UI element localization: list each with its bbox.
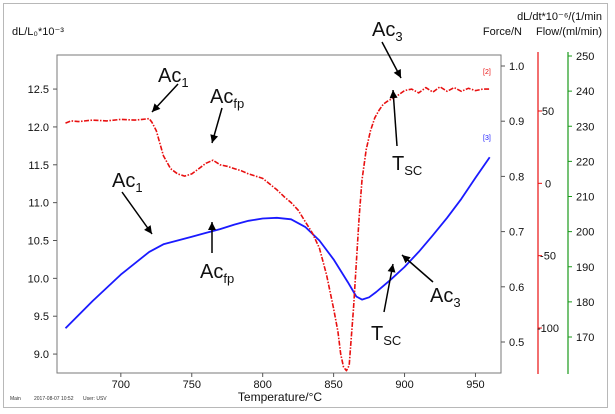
annotation-arrow-3 xyxy=(392,89,398,147)
plot-area xyxy=(56,54,502,374)
annotation-arrow-6 xyxy=(383,263,394,313)
flow-tick-label-2: 190 xyxy=(576,262,594,274)
y-axis-left-title: dL/L₀*10⁻³ xyxy=(12,26,64,38)
series-end-marker-1: [3] xyxy=(483,135,491,142)
annotation-arrowhead-0 xyxy=(152,103,161,112)
annotation-label-6: TSC xyxy=(371,323,401,348)
y-tick-label-0: 9.0 xyxy=(34,349,49,361)
annotation-label-3: TSC xyxy=(392,153,422,178)
y-axis-right-dldt-title: dL/dt*10⁻⁶/(1/min xyxy=(517,11,602,23)
annotation-arrowhead-4 xyxy=(144,225,152,234)
x-axis-title: Temperature/°C xyxy=(238,390,322,404)
flow-tick-label-5: 220 xyxy=(576,156,594,168)
annotation-arrowhead-3 xyxy=(389,90,398,99)
y-tick-label-3: 10.5 xyxy=(28,236,49,248)
chart-frame xyxy=(3,3,608,408)
annotation-arrowhead-5 xyxy=(208,222,216,230)
annotation-label-5: Acfp xyxy=(200,261,234,286)
flow-tick-label-6: 230 xyxy=(576,121,594,133)
flow-tick-label-8: 250 xyxy=(576,51,594,63)
flow-tick-label-7: 240 xyxy=(576,86,594,98)
y-tick-label-7: 12.5 xyxy=(28,84,49,96)
series-line-derivative xyxy=(65,86,490,372)
dldt-tick-label-0: 0.5 xyxy=(509,337,524,349)
footer-user: User: USV xyxy=(83,396,107,402)
dldt-tick-label-1: 0.6 xyxy=(509,282,524,294)
annotation-arrowhead-1 xyxy=(210,134,219,143)
series-end-marker-0: [2] xyxy=(483,69,491,76)
footer-main: Main xyxy=(10,396,21,402)
y-tick-label-2: 10.0 xyxy=(28,273,49,285)
annotation-arrowhead-2 xyxy=(393,69,401,78)
annotation-label-7: Ac3 xyxy=(430,285,461,310)
flow-tick-label-1: 180 xyxy=(576,297,594,309)
flow-tick-label-4: 210 xyxy=(576,192,594,204)
y-axis-right-force-title: Force/N xyxy=(483,26,522,38)
dldt-tick-label-3: 0.8 xyxy=(509,171,524,183)
force-tick-label-3: -100 xyxy=(537,323,559,335)
flow-tick-label-3: 200 xyxy=(576,227,594,239)
x-tick-label-0: 700 xyxy=(112,379,130,391)
annotation-label-2: Ac3 xyxy=(372,19,403,44)
annotation-arrowhead-7 xyxy=(402,255,411,264)
dldt-tick-label-4: 0.9 xyxy=(509,116,524,128)
footer-date: 2017-08-07 10:52 xyxy=(34,396,74,402)
dldt-tick-label-2: 0.7 xyxy=(509,227,524,239)
y-axis-right-flow-title: Flow/(ml/min) xyxy=(536,26,602,38)
y-tick-label-4: 11.0 xyxy=(28,198,49,210)
annotation-arrow-4 xyxy=(121,191,153,235)
y-tick-label-5: 11.5 xyxy=(28,160,49,172)
force-tick-label-0: 50 xyxy=(542,106,554,118)
force-tick-label-2: -50 xyxy=(540,251,556,263)
x-tick-label-3: 850 xyxy=(324,379,342,391)
dldt-tick-label-5: 1.0 xyxy=(509,61,524,73)
annotation-arrowhead-6 xyxy=(387,264,396,273)
annotation-label-1: Acfp xyxy=(210,86,244,111)
annotation-label-4: Ac1 xyxy=(112,170,143,195)
x-tick-label-1: 750 xyxy=(183,379,201,391)
flow-tick-label-0: 170 xyxy=(576,332,594,344)
annotation-label-0: Ac1 xyxy=(158,65,189,90)
x-tick-label-2: 800 xyxy=(254,379,272,391)
force-tick-label-1: 0 xyxy=(545,178,551,190)
x-tick-label-5: 950 xyxy=(466,379,484,391)
y-tick-label-6: 12.0 xyxy=(28,122,49,134)
y-tick-label-1: 9.5 xyxy=(34,311,49,323)
x-tick-label-4: 900 xyxy=(395,379,413,391)
